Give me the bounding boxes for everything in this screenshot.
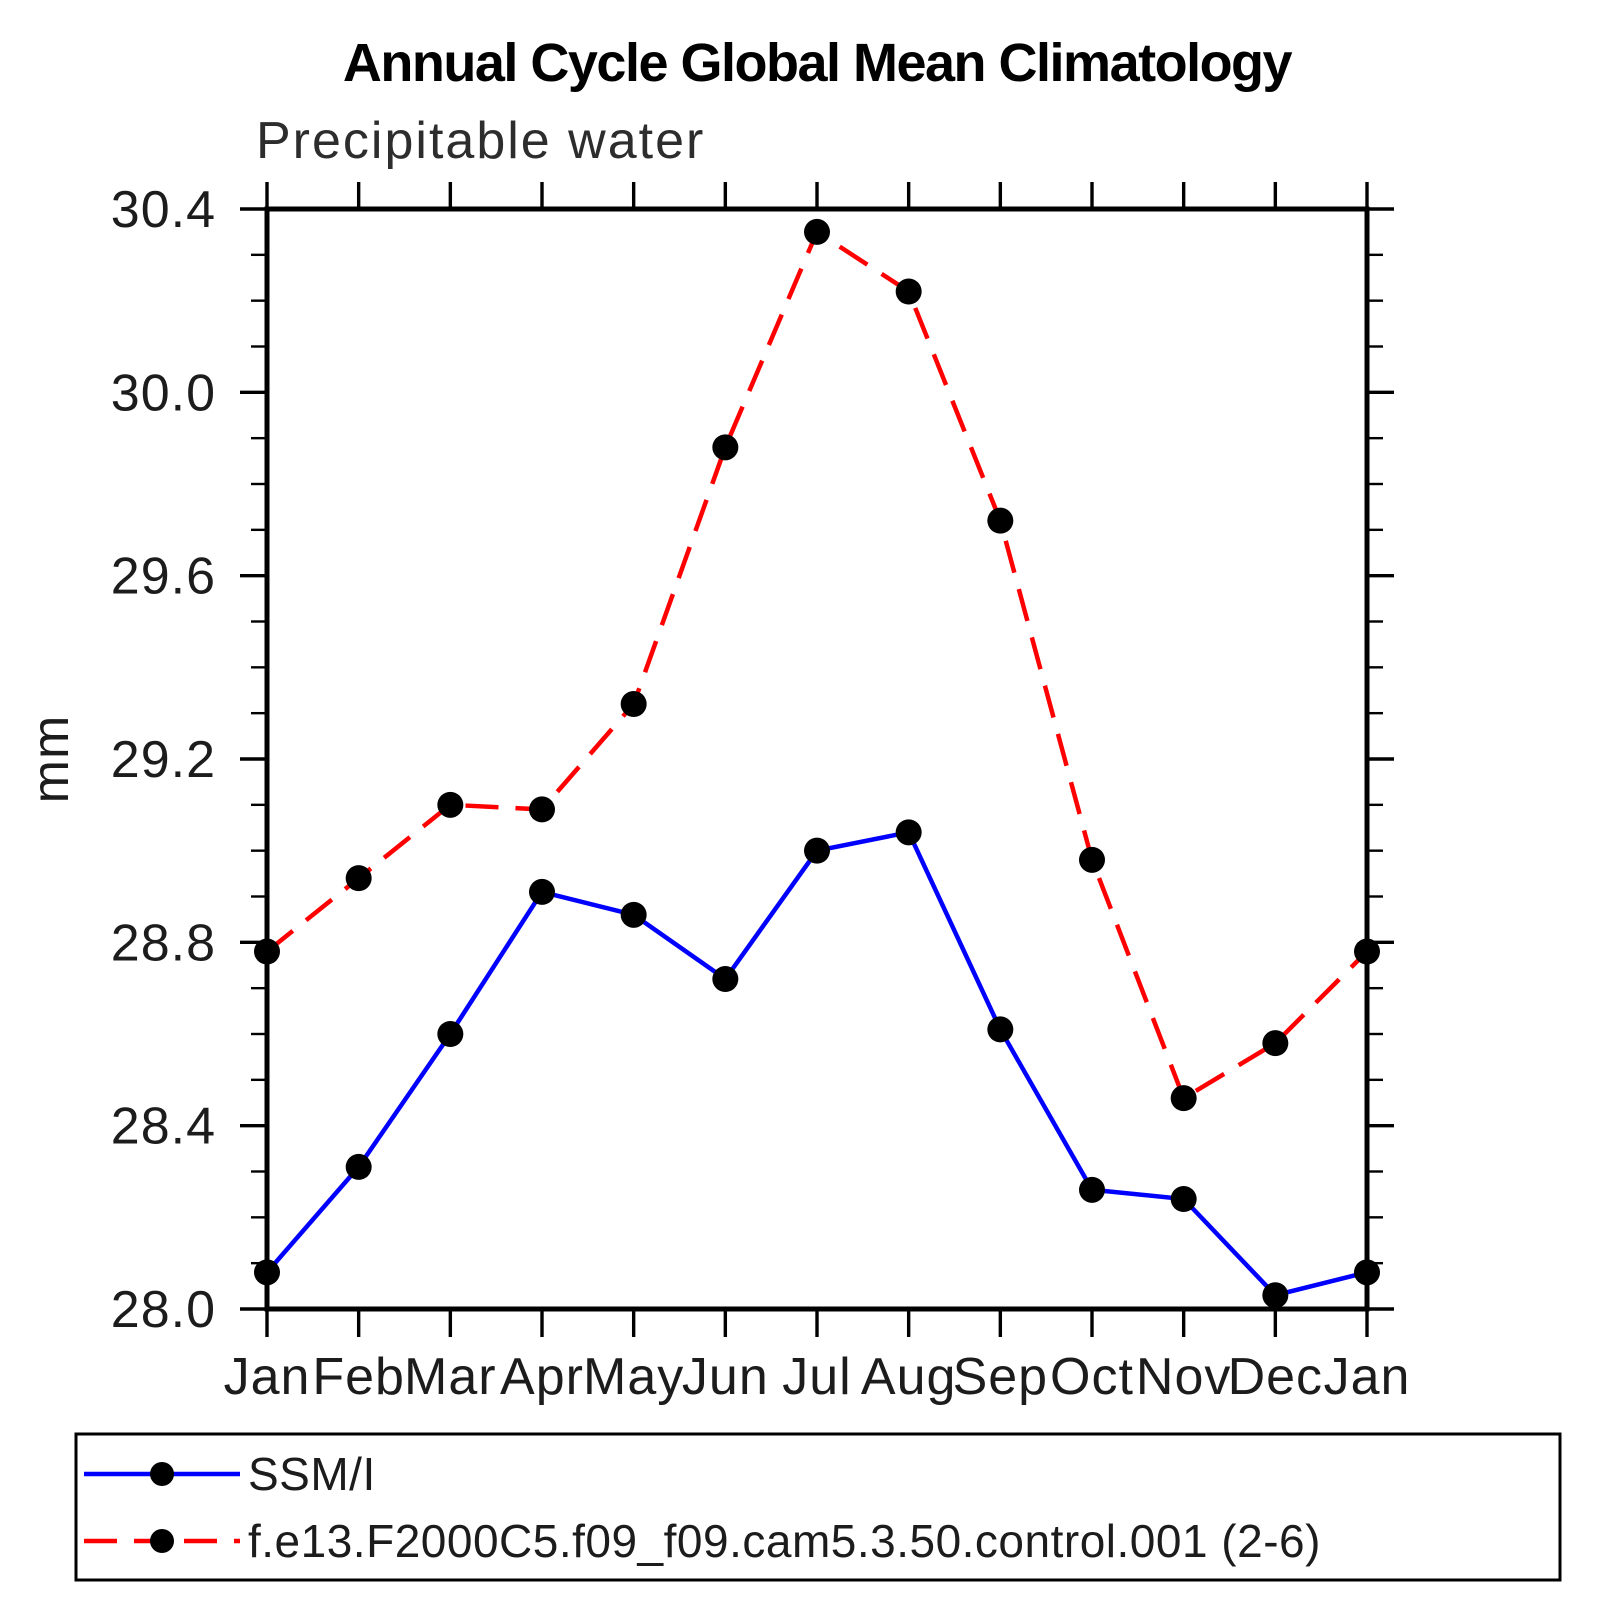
legend-box: [74, 1432, 1562, 1582]
x-tick-label: Feb: [312, 1348, 405, 1406]
data-point-marker: [712, 434, 739, 461]
data-point-marker: [529, 878, 555, 905]
data-point-marker: [1079, 846, 1105, 873]
x-tick-label: Jan: [1324, 1348, 1411, 1406]
legend-model-label: f.e13.F2000C5.f09_f09.cam5.3.50.control.…: [248, 1515, 1321, 1567]
x-tick-label: Aug: [861, 1348, 957, 1406]
obs-series-line: [265, 829, 1368, 1298]
y-tick-label: 28.4: [111, 1098, 216, 1156]
data-point-marker: [804, 218, 830, 245]
data-point-marker: [620, 901, 647, 928]
x-tick-label: Jul: [782, 1348, 851, 1406]
x-tick-label: Jan: [224, 1348, 311, 1406]
data-point-marker: [529, 796, 555, 823]
legend-entry-obs: SSM/I: [84, 1448, 376, 1500]
data-point-marker: [1079, 1176, 1105, 1203]
data-point-marker: [1170, 1085, 1197, 1112]
data-point-marker: [895, 819, 922, 846]
model-series-line: [265, 228, 1369, 1102]
y-axis-unit-label: mm: [22, 715, 80, 804]
legend-entry-model: f.e13.F2000C5.f09_f09.cam5.3.50.control.…: [84, 1515, 1321, 1567]
y-tick-label: 30.0: [111, 364, 216, 422]
y-tick-label: 29.2: [111, 731, 216, 789]
data-point-marker: [345, 1153, 372, 1180]
x-tick-label: Dec: [1228, 1348, 1323, 1406]
data-point-marker: [254, 1259, 280, 1286]
data-point-marker: [987, 1016, 1014, 1043]
y-tick-label: 30.4: [111, 181, 216, 239]
x-tick-label: Apr: [500, 1348, 584, 1406]
data-series: [254, 218, 1380, 1309]
data-point-marker: [895, 278, 922, 305]
x-tick-label: Jun: [682, 1348, 769, 1406]
y-tick-label: 29.6: [111, 548, 216, 606]
x-tick-label: Mar: [404, 1348, 497, 1406]
legend-obs-label: SSM/I: [248, 1448, 376, 1500]
data-point-marker: [437, 791, 464, 818]
legend-obs-marker: [150, 1462, 174, 1486]
y-tick-label: 28.8: [111, 914, 216, 972]
x-tick-label: Oct: [1050, 1348, 1134, 1406]
data-point-marker: [254, 938, 280, 965]
data-point-marker: [1354, 938, 1380, 965]
data-point-marker: [345, 865, 372, 892]
data-point-marker: [712, 966, 739, 992]
data-point-marker: [987, 507, 1014, 534]
data-point-marker: [1262, 1282, 1289, 1309]
data-point-marker: [437, 1021, 464, 1047]
x-tick-label: Nov: [1136, 1348, 1231, 1406]
x-tick-label: May: [583, 1348, 684, 1406]
chart-subtitle: Precipitable water: [256, 112, 705, 170]
x-tick-label: Sep: [953, 1348, 1049, 1406]
chart-title: Annual Cycle Global Mean Climatology: [343, 33, 1293, 93]
data-point-marker: [1170, 1186, 1197, 1212]
data-point-marker: [1354, 1259, 1380, 1286]
plot-frame: [264, 206, 1370, 1312]
data-point-marker: [620, 691, 647, 717]
data-point-marker: [1262, 1030, 1289, 1057]
y-tick-label: 28.0: [111, 1281, 216, 1339]
legend: SSM/I f.e13.F2000C5.f09_f09.cam5.3.50.co…: [74, 1432, 1562, 1582]
legend-model-marker: [150, 1529, 174, 1553]
data-point-marker: [804, 837, 830, 864]
